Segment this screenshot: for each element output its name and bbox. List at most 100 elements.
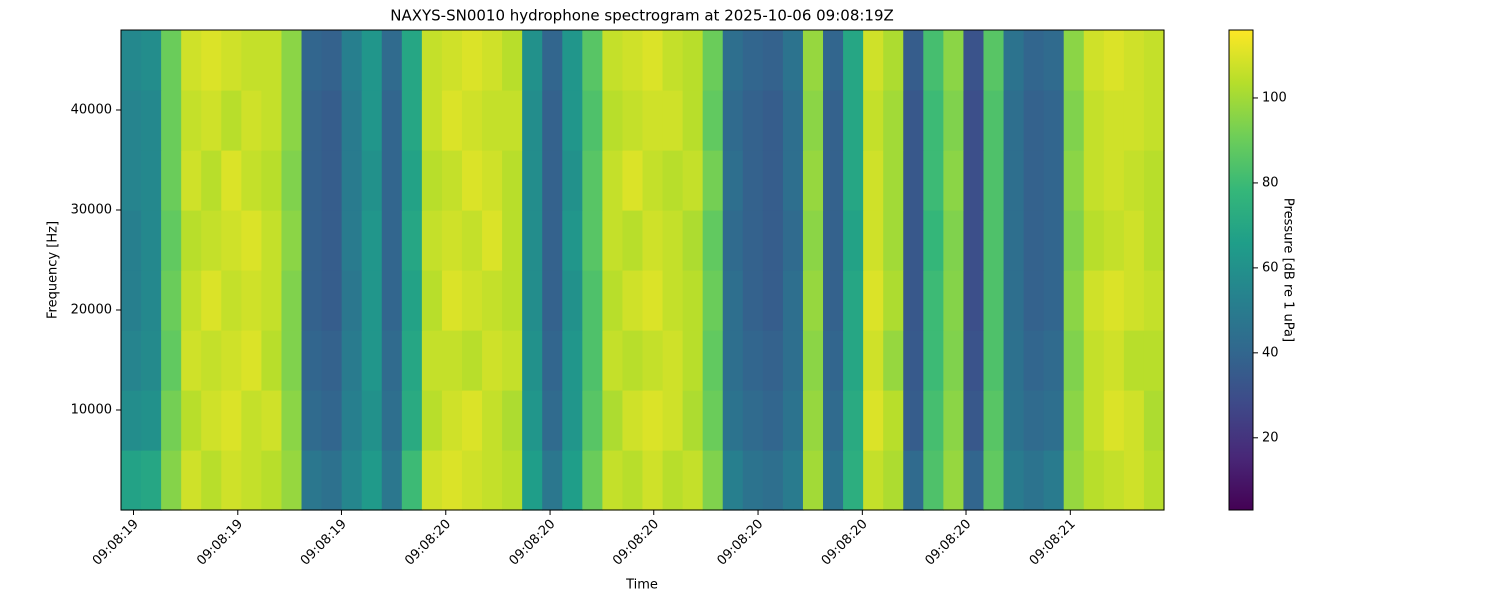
heatmap-cell: [301, 30, 323, 91]
heatmap-cell: [742, 390, 764, 451]
heatmap-cell: [401, 390, 423, 451]
heatmap-cell: [522, 270, 543, 331]
heatmap-cell: [903, 150, 924, 211]
heatmap-cell: [1083, 90, 1105, 151]
heatmap-cell: [642, 330, 664, 391]
heatmap-cell: [883, 270, 904, 331]
heatmap-cell: [1123, 30, 1145, 91]
heatmap-cell: [1103, 90, 1125, 151]
heatmap-cell: [1003, 270, 1025, 331]
heatmap-cell: [702, 270, 724, 331]
heatmap-cell: [141, 30, 162, 91]
heatmap-cell: [161, 330, 182, 391]
heatmap-cell: [401, 210, 423, 271]
heatmap-cell: [181, 210, 202, 271]
heatmap-cell: [401, 150, 423, 211]
heatmap-cell: [301, 90, 323, 151]
chart-title: NAXYS-SN0010 hydrophone spectrogram at 2…: [390, 7, 894, 25]
heatmap-cell: [662, 210, 684, 271]
heatmap-cell: [883, 210, 904, 271]
heatmap-cell: [1063, 330, 1085, 391]
heatmap-cell: [361, 210, 383, 271]
heatmap-cell: [201, 270, 222, 331]
heatmap-cell: [421, 150, 443, 211]
heatmap-cell: [361, 90, 383, 151]
heatmap-cell: [141, 270, 162, 331]
heatmap-cell: [602, 210, 624, 271]
heatmap-cell: [261, 150, 283, 211]
y-tick-label: 10000: [71, 403, 112, 418]
heatmap-cell: [221, 330, 242, 391]
heatmap-cell: [923, 450, 944, 511]
heatmap-cell: [742, 270, 764, 331]
heatmap-cell: [121, 270, 142, 331]
heatmap-cell: [1143, 90, 1165, 151]
heatmap-cell: [1123, 90, 1145, 151]
heatmap-cell: [281, 330, 303, 391]
heatmap-cell: [522, 450, 543, 511]
heatmap-cell: [241, 30, 263, 91]
heatmap-cell: [903, 210, 924, 271]
heatmap-cell: [141, 150, 162, 211]
heatmap-cell: [482, 450, 503, 511]
heatmap-cell: [401, 450, 423, 511]
heatmap-cell: [1003, 150, 1025, 211]
colorbar-tick-label: 80: [1262, 175, 1279, 190]
heatmap-cell: [1043, 450, 1065, 511]
heatmap-cell: [381, 450, 403, 511]
heatmap-cell: [682, 390, 704, 451]
heatmap-cell: [782, 150, 804, 211]
heatmap-cell: [762, 30, 784, 91]
heatmap-cell: [863, 270, 884, 331]
heatmap-cell: [943, 90, 965, 151]
heatmap-cell: [261, 210, 283, 271]
heatmap-cell: [782, 270, 804, 331]
heatmap-cell: [482, 210, 503, 271]
heatmap-cell: [883, 30, 904, 91]
colorbar-tick-label: 40: [1262, 345, 1279, 360]
heatmap-cell: [181, 450, 202, 511]
heatmap-cell: [401, 330, 423, 391]
heatmap-cell: [582, 270, 603, 331]
heatmap-cell: [361, 330, 383, 391]
heatmap-cell: [221, 90, 242, 151]
heatmap-cell: [221, 450, 242, 511]
heatmap-cell: [722, 390, 744, 451]
heatmap-cell: [301, 330, 323, 391]
heatmap-cell: [301, 390, 323, 451]
heatmap-cell: [281, 210, 303, 271]
heatmap-cell: [181, 270, 202, 331]
heatmap-cell: [843, 390, 864, 451]
heatmap-cell: [502, 270, 523, 331]
heatmap-cell: [863, 330, 884, 391]
heatmap-cell: [562, 150, 583, 211]
heatmap-cell: [341, 210, 363, 271]
heatmap-cell: [201, 210, 222, 271]
heatmap-cell: [883, 390, 904, 451]
heatmap-cell: [1083, 450, 1105, 511]
heatmap-cell: [582, 210, 603, 271]
heatmap-cell: [762, 270, 784, 331]
heatmap-cell: [401, 30, 423, 91]
heatmap-cell: [301, 270, 323, 331]
heatmap-cell: [241, 450, 263, 511]
heatmap-cell: [943, 390, 965, 451]
heatmap-cell: [943, 150, 965, 211]
heatmap-cell: [381, 210, 403, 271]
heatmap-cell: [742, 210, 764, 271]
heatmap-cell: [843, 90, 864, 151]
colorbar-tick-label: 60: [1262, 260, 1279, 275]
heatmap-cell: [622, 390, 644, 451]
colorbar: [1228, 29, 1254, 511]
heatmap-cell: [1043, 270, 1065, 331]
y-tick-label: 30000: [71, 203, 112, 218]
heatmap-cell: [1023, 330, 1045, 391]
heatmap-cell: [1103, 450, 1125, 511]
heatmap-cell: [141, 330, 162, 391]
heatmap: [121, 30, 1165, 511]
heatmap-cell: [863, 150, 884, 211]
heatmap-cell: [963, 330, 985, 391]
heatmap-cell: [823, 390, 844, 451]
heatmap-cell: [802, 30, 824, 91]
